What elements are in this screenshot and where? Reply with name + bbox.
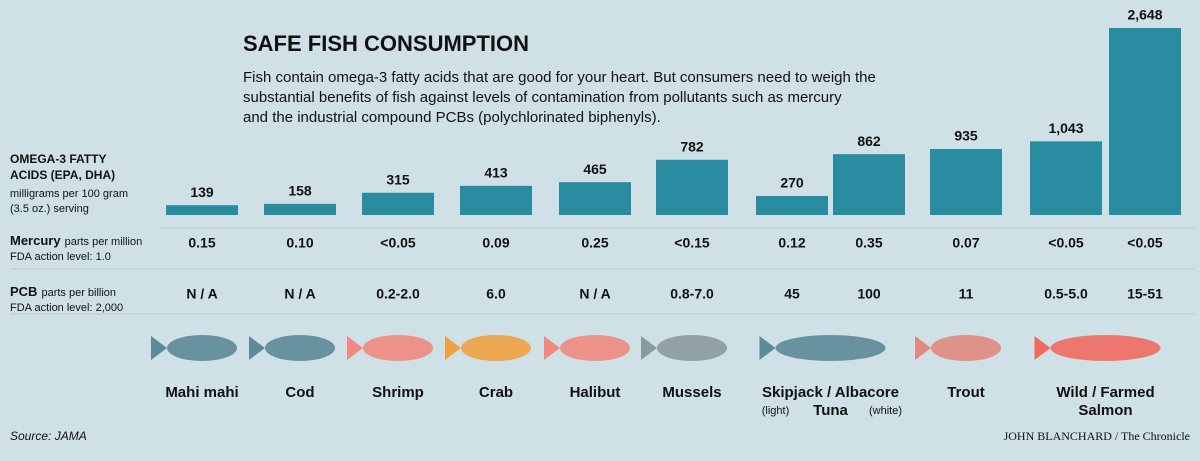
row-value: 15-51 [1127, 286, 1163, 302]
fish-name: Tuna [813, 402, 848, 419]
bar [756, 195, 828, 215]
description: and the industrial compound PCBs (polych… [243, 109, 661, 126]
row-value: 0.5-5.0 [1044, 286, 1088, 302]
value-label: 935 [954, 128, 978, 144]
row-value: 0.35 [855, 235, 882, 251]
row-unit: parts per billion [41, 287, 116, 299]
bar [1030, 141, 1102, 215]
row-label: PCB parts per billion [10, 284, 116, 299]
description: Fish contain omega-3 fatty acids that ar… [243, 69, 876, 86]
value-label: 315 [386, 171, 410, 187]
fish-icon [544, 336, 560, 360]
row-title: PCB [10, 284, 37, 299]
fish-name: Crab [479, 384, 513, 401]
fish-icon [167, 335, 237, 361]
value-title: ACIDS (EPA, DHA) [10, 168, 115, 182]
value-label: 2,648 [1127, 7, 1162, 23]
value-label: 270 [780, 175, 804, 191]
chart-title: SAFE FISH CONSUMPTION [243, 31, 529, 56]
value-label: 862 [857, 133, 881, 149]
row-title: Mercury [10, 233, 61, 248]
value-label: 413 [484, 165, 508, 181]
value-label: 158 [288, 183, 312, 199]
fish-name: Salmon [1078, 402, 1132, 419]
source: Source: JAMA [10, 429, 87, 443]
bar [362, 192, 434, 215]
fish-icon [265, 335, 335, 361]
bar [264, 203, 336, 215]
value-label: 1,043 [1048, 120, 1083, 136]
fish-icon [151, 336, 167, 360]
row-value: <0.05 [1127, 235, 1163, 251]
fish-icon [1034, 336, 1051, 360]
row-label: Mercury parts per million [10, 233, 142, 248]
row-note: FDA action level: 2,000 [10, 302, 123, 314]
fish-name: Wild / Farmed [1056, 384, 1154, 401]
row-value: 0.09 [482, 235, 509, 251]
fish-icon [931, 335, 1001, 361]
fish-name: Shrimp [372, 384, 424, 401]
row-value: 0.8-7.0 [670, 286, 714, 302]
row-value: N / A [284, 286, 315, 302]
row-value: <0.05 [380, 235, 416, 251]
bar [166, 205, 238, 215]
bar [930, 148, 1002, 215]
row-unit: parts per million [65, 236, 143, 248]
row-value: 11 [959, 286, 974, 302]
row-value: 0.15 [188, 235, 215, 251]
value-label: 465 [583, 161, 607, 177]
fish-icon [915, 336, 931, 360]
fish-name: Skipjack / Albacore [762, 384, 899, 401]
fish-note: (white) [869, 405, 902, 417]
fish-icon [445, 336, 461, 360]
fish-name: Mahi mahi [165, 384, 238, 401]
row-value: <0.15 [674, 235, 710, 251]
row-value: 0.25 [581, 235, 608, 251]
row-value: N / A [186, 286, 217, 302]
bar [833, 154, 905, 215]
row-value: N / A [579, 286, 610, 302]
bar [656, 159, 728, 215]
description: substantial benefits of fish against lev… [243, 89, 842, 106]
fish-icon [759, 336, 776, 360]
fish-name: Cod [285, 384, 314, 401]
value-title: OMEGA-3 FATTY [10, 152, 106, 166]
fish-icon [461, 335, 531, 361]
fish-icon [1050, 335, 1161, 361]
row-note: FDA action level: 1.0 [10, 251, 111, 263]
row-value: 6.0 [486, 286, 506, 302]
fish-icon [363, 335, 433, 361]
row-value: 45 [784, 286, 800, 302]
value-label: 139 [190, 184, 214, 200]
value-note: milligrams per 100 gram [10, 188, 128, 200]
row-value: 0.10 [286, 235, 313, 251]
fish-icon [641, 336, 657, 360]
fish-icon [347, 336, 363, 360]
fish-name: Mussels [662, 384, 721, 401]
row-value: 0.2-2.0 [376, 286, 420, 302]
row-value: 100 [857, 286, 881, 302]
fish-note: (light) [762, 405, 790, 417]
bar [460, 185, 532, 215]
row-value: 0.07 [952, 235, 979, 251]
fish-icon [560, 335, 630, 361]
bar [559, 182, 631, 215]
credit: JOHN BLANCHARD / The Chronicle [1004, 429, 1190, 443]
value-label: 782 [680, 138, 704, 154]
row-value: <0.05 [1048, 235, 1084, 251]
fish-icon [249, 336, 265, 360]
row-value: 0.12 [778, 235, 805, 251]
fish-icon [775, 335, 886, 361]
bar [1109, 28, 1181, 215]
value-note: (3.5 oz.) serving [10, 203, 89, 215]
fish-name: Halibut [570, 384, 621, 401]
fish-name: Trout [947, 384, 985, 401]
fish-icon [657, 335, 727, 361]
